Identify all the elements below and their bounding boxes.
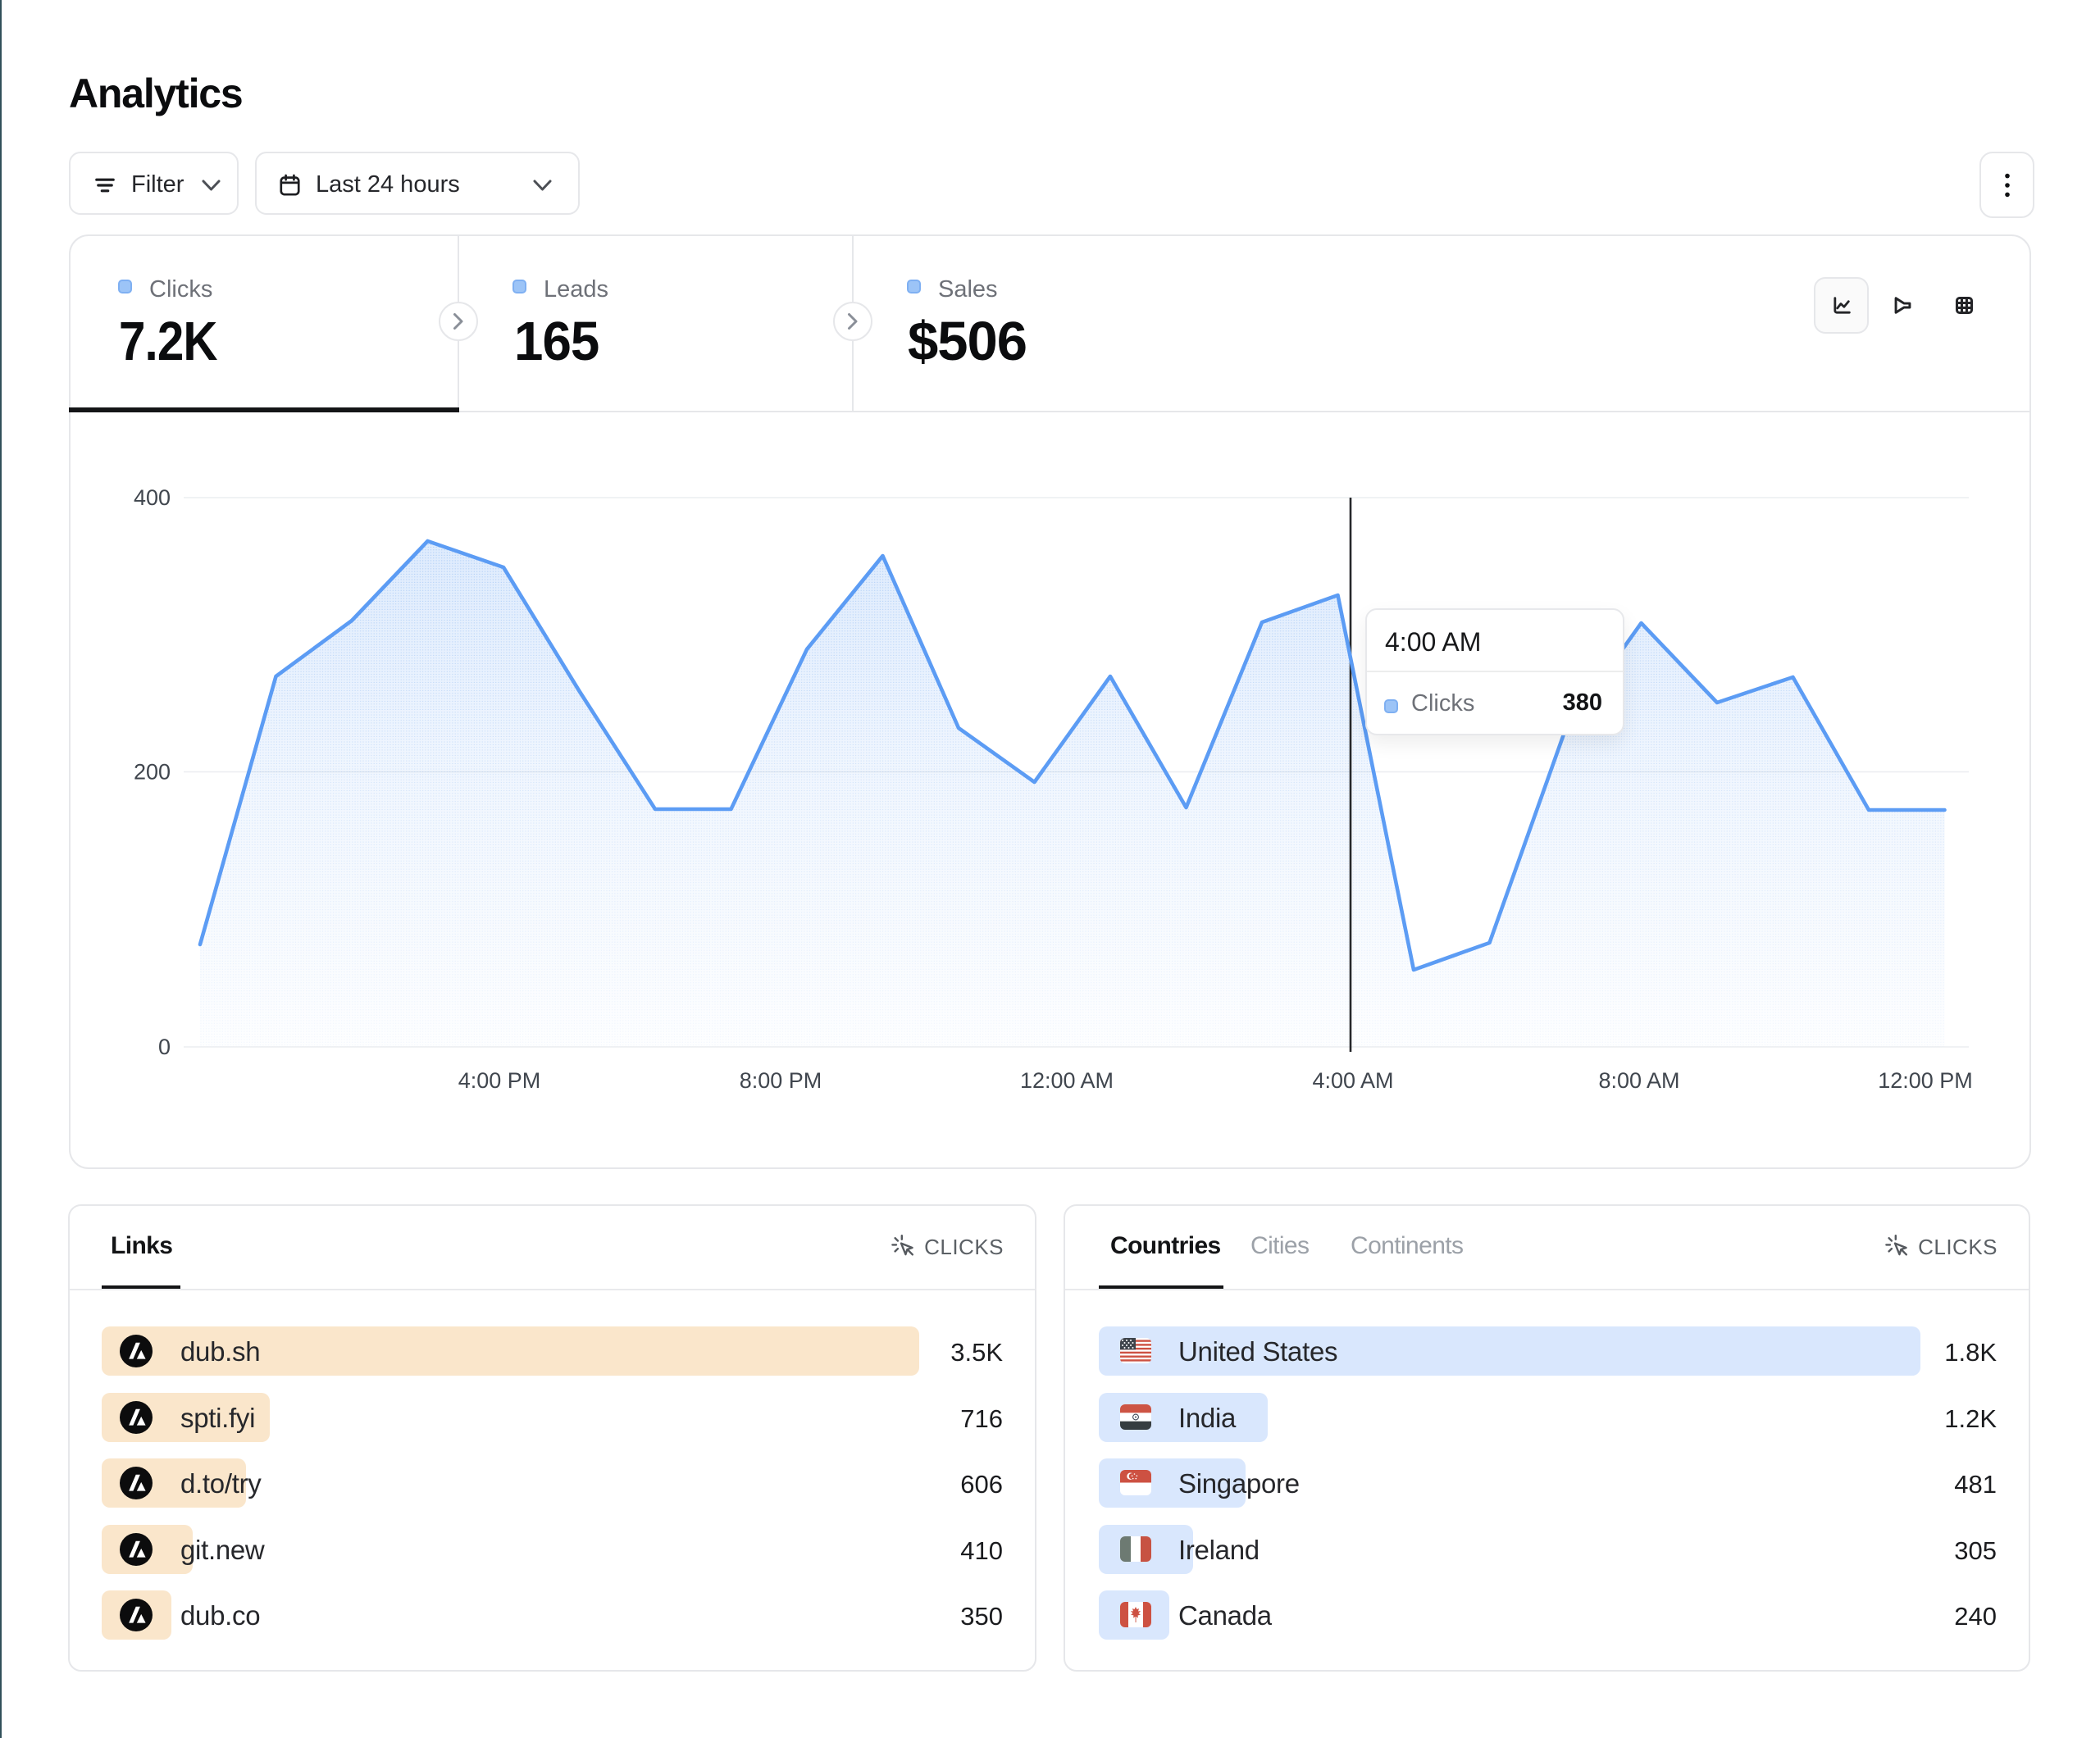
svg-text:4:00 PM: 4:00 PM xyxy=(458,1068,541,1093)
svg-text:4:00 AM: 4:00 AM xyxy=(1312,1068,1393,1093)
svg-text:12:00 AM: 12:00 AM xyxy=(1020,1068,1114,1093)
svg-text:0: 0 xyxy=(158,1035,171,1059)
svg-text:8:00 PM: 8:00 PM xyxy=(740,1068,822,1093)
svg-text:400: 400 xyxy=(134,485,171,510)
svg-text:12:00 PM: 12:00 PM xyxy=(1878,1068,1973,1093)
svg-text:8:00 AM: 8:00 AM xyxy=(1598,1068,1679,1093)
svg-text:200: 200 xyxy=(134,760,171,785)
